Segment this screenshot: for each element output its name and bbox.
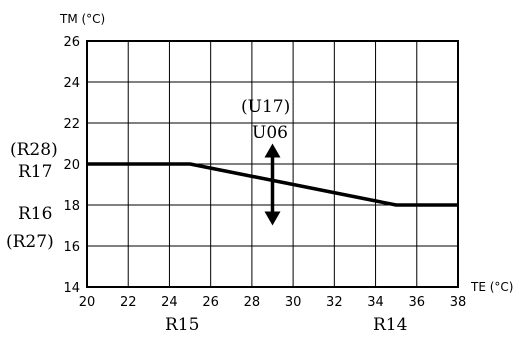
label-r15: R15 [165,315,199,335]
label-r27: (R27) [6,232,54,252]
y-tick-label: 18 [63,199,80,214]
x-tick-labels: 20 22 24 26 28 30 32 34 36 38 [79,295,467,310]
y-tick-label: 14 [63,281,80,296]
series-line [87,162,458,207]
x-tick-label: 38 [450,295,467,310]
label-u17: (U17) [241,97,290,117]
y-axis-label: TM (°C) [59,12,105,26]
y-tick-label: 20 [63,158,80,173]
y-tick-label: 22 [63,117,80,132]
arrow-head-down [264,211,281,226]
y-tick-label: 16 [63,240,80,255]
arrow-head-up [264,143,281,158]
y-tick-labels: 14 16 18 20 22 24 26 [63,35,80,296]
x-axis-label: TE (°C) [470,280,513,294]
series-group [87,162,458,207]
y-tick-label: 24 [63,76,80,91]
x-tick-label: 36 [409,295,426,310]
x-tick-label: 28 [244,295,261,310]
x-tick-label: 26 [202,295,219,310]
x-tick-label: 30 [285,295,302,310]
x-tick-label: 22 [120,295,137,310]
label-r16: R16 [18,204,52,224]
label-r14: R14 [373,315,407,335]
x-tick-label: 32 [326,295,343,310]
y-tick-label: 26 [63,35,80,50]
x-tick-label: 34 [367,295,384,310]
label-r17: R17 [18,162,52,182]
label-r28: (R28) [10,140,58,160]
label-u06: U06 [252,123,288,143]
double-arrow-group [264,143,281,226]
x-tick-label: 24 [161,295,178,310]
x-tick-label: 20 [79,295,96,310]
